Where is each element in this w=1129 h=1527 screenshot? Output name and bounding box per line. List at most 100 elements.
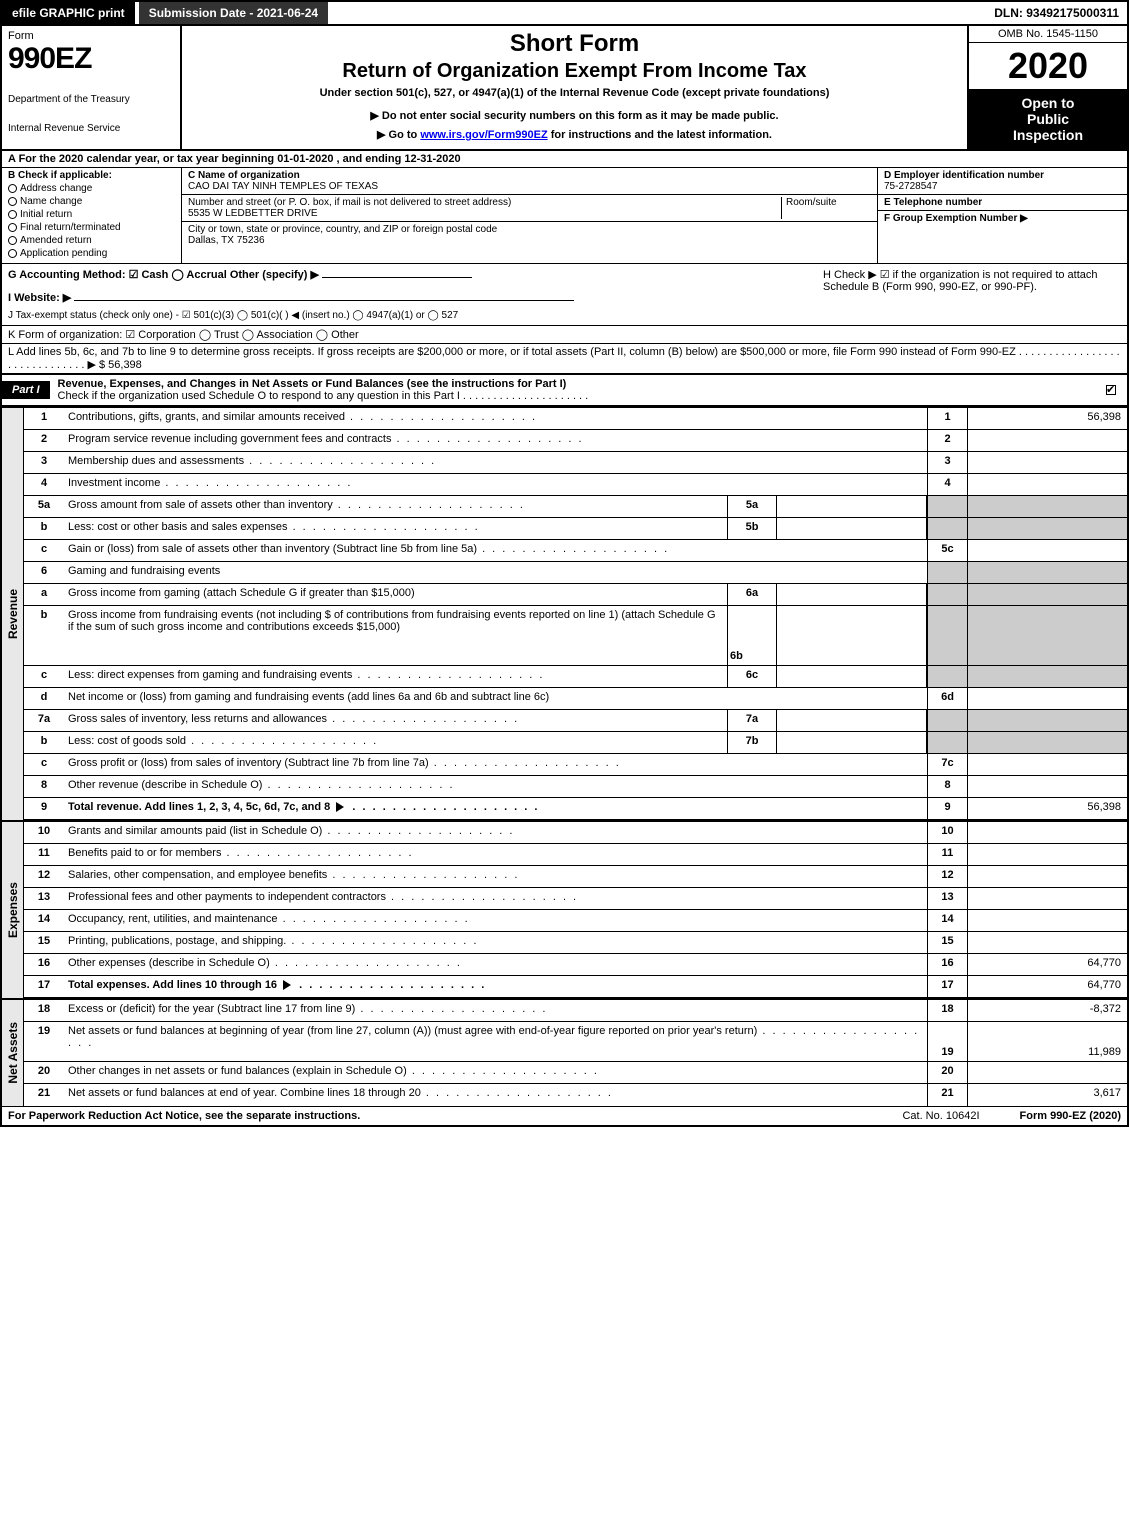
line-desc: Gross profit or (loss) from sales of inv… [64,754,927,775]
line-num: 6 [24,562,64,583]
col-b-header: B Check if applicable: [8,170,175,181]
revenue-section: Revenue 1Contributions, gifts, grants, a… [2,406,1127,820]
line-desc: Contributions, gifts, grants, and simila… [64,408,927,429]
room-suite-label: Room/suite [781,197,871,219]
line-amount [967,474,1127,495]
rows-g-i-j: G Accounting Method: ☑ Cash ◯ Accrual Ot… [2,264,817,325]
line-rnum: 2 [927,430,967,451]
line-num: 14 [24,910,64,931]
telephone-label: E Telephone number [884,197,1121,208]
line-amount: -8,372 [967,1000,1127,1021]
line-num: 18 [24,1000,64,1021]
line-desc: Gross sales of inventory, less returns a… [64,710,727,731]
expenses-side-label: Expenses [2,822,24,998]
line-num: 17 [24,976,64,997]
name-of-org-value: CAO DAI TAY NINH TEMPLES OF TEXAS [188,181,871,192]
line-amount [967,732,1127,753]
submission-date-button[interactable]: Submission Date - 2021-06-24 [139,2,328,24]
line-num: b [24,606,64,665]
row-gh: G Accounting Method: ☑ Cash ◯ Accrual Ot… [2,264,1127,326]
top-bar: efile GRAPHIC print Submission Date - 20… [2,2,1127,26]
line-num: c [24,540,64,561]
line-rnum: 11 [927,844,967,865]
short-form-title: Short Form [190,30,959,58]
header-right: OMB No. 1545-1150 2020 Open to Public In… [967,26,1127,149]
line-num: 16 [24,954,64,975]
line-rnum: 8 [927,776,967,797]
return-title: Return of Organization Exempt From Incom… [190,60,959,83]
line-desc: Benefits paid to or for members [64,844,927,865]
line-rnum: 14 [927,910,967,931]
expenses-lines: 10Grants and similar amounts paid (list … [24,822,1127,998]
line-rnum: 16 [927,954,967,975]
row-l: L Add lines 5b, 6c, and 7b to line 9 to … [2,344,1127,375]
column-c-organization: C Name of organization CAO DAI TAY NINH … [182,168,877,263]
line-num: b [24,518,64,539]
opt-label: Address change [20,183,92,194]
part-1-sub: Check if the organization used Schedule … [58,390,589,402]
opt-label: Amended return [20,235,92,246]
form-header: Form 990EZ Department of the Treasury In… [2,26,1127,151]
line-rnum: 5c [927,540,967,561]
form-990ez-page: efile GRAPHIC print Submission Date - 20… [0,0,1129,1127]
line-desc: Other revenue (describe in Schedule O) [64,776,927,797]
opt-address-change[interactable]: Address change [8,183,175,194]
line-num: 8 [24,776,64,797]
line-num: 9 [24,798,64,819]
net-assets-side-label: Net Assets [2,1000,24,1106]
line-num: 21 [24,1084,64,1106]
opt-amended-return[interactable]: Amended return [8,235,175,246]
line-num: 12 [24,866,64,887]
line-rnum: 4 [927,474,967,495]
line-desc: Other changes in net assets or fund bala… [64,1062,927,1083]
line-num: 15 [24,932,64,953]
line-amount [967,562,1127,583]
part-1-schedule-o-check[interactable] [1106,384,1127,396]
row-j: J Tax-exempt status (check only one) - ☑… [8,310,811,321]
line-desc: Gross amount from sale of assets other t… [64,496,727,517]
line-desc: Less: direct expenses from gaming and fu… [64,666,727,687]
line-rnum: 18 [927,1000,967,1021]
line-amount: 11,989 [967,1022,1127,1061]
line-rnum: 13 [927,888,967,909]
irs-link[interactable]: www.irs.gov/Form990EZ [420,129,547,141]
line-amount [967,606,1127,665]
line-rnum: 19 [927,1022,967,1061]
line-desc: Printing, publications, postage, and shi… [64,932,927,953]
line-rnum: 12 [927,866,967,887]
line-num: 19 [24,1022,64,1061]
line-rnum: 20 [927,1062,967,1083]
sub-val [777,584,927,605]
line-num: a [24,584,64,605]
line-amount [967,688,1127,709]
line-desc: Occupancy, rent, utilities, and maintena… [64,910,927,931]
sub-val [777,606,927,665]
line-desc: Salaries, other compensation, and employ… [64,866,927,887]
line-num: 2 [24,430,64,451]
sub-num: 7b [727,732,777,753]
sub-num: 6b [727,606,777,665]
omb-number: OMB No. 1545-1150 [969,26,1127,43]
part-1-header: Part I Revenue, Expenses, and Changes in… [2,375,1127,406]
line-desc: Membership dues and assessments [64,452,927,473]
opt-initial-return[interactable]: Initial return [8,209,175,220]
ein-label: D Employer identification number [884,170,1121,181]
line-rnum [927,496,967,517]
line-rnum [927,732,967,753]
line-desc: Gain or (loss) from sale of assets other… [64,540,927,561]
line-amount [967,844,1127,865]
opt-application-pending[interactable]: Application pending [8,248,175,259]
arrow-icon [336,802,344,812]
revenue-side-label: Revenue [2,408,24,820]
form-number: 990EZ [8,42,174,76]
opt-name-change[interactable]: Name change [8,196,175,207]
sub-val [777,710,927,731]
efile-print-button[interactable]: efile GRAPHIC print [2,2,135,24]
address-label: Number and street (or P. O. box, if mail… [188,197,781,208]
opt-final-return[interactable]: Final return/terminated [8,222,175,233]
line-num: 10 [24,822,64,843]
row-k: K Form of organization: ☑ Corporation ◯ … [2,326,1127,344]
sub-num: 5b [727,518,777,539]
sub-num: 6a [727,584,777,605]
line-num: 20 [24,1062,64,1083]
